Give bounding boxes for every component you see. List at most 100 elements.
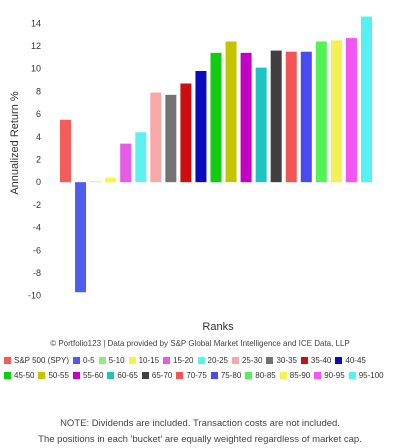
legend-item[interactable]: S&P 500 (SPY)	[4, 354, 69, 366]
bar[interactable]	[330, 40, 342, 183]
legend: S&P 500 (SPY) 0-5 5-10 10-15 15-20 20-25 25-30…	[4, 354, 398, 381]
legend-swatch	[266, 356, 274, 364]
legend-swatch	[38, 371, 46, 379]
legend-label: 55-60	[82, 370, 104, 380]
legend-item[interactable]: 55-60	[72, 369, 104, 381]
legend-item[interactable]: 25-30	[231, 354, 263, 366]
legend-swatch	[279, 371, 287, 379]
legend-label: 95-100	[358, 370, 384, 380]
y-tick-label: 10	[31, 64, 41, 74]
legend-item[interactable]: 5-10	[98, 354, 125, 366]
legend-swatch	[107, 371, 115, 379]
legend-label: 60-65	[117, 370, 138, 380]
legend-label: S&P 500 (SPY)	[14, 355, 69, 365]
legend-item[interactable]: 10-15	[128, 354, 160, 366]
legend-label: 65-70	[151, 370, 173, 380]
legend-item[interactable]: 15-20	[163, 354, 194, 366]
legend-item[interactable]: 20-25	[197, 354, 228, 366]
bar[interactable]	[270, 50, 282, 183]
data-credit: © Portfolio123 | Data provided by S&P Gl…	[50, 339, 350, 348]
bar[interactable]	[75, 182, 87, 293]
legend-swatch	[176, 371, 184, 379]
bar[interactable]	[135, 132, 147, 183]
legend-label: 5-10	[108, 355, 125, 365]
legend-item[interactable]: 80-85	[245, 369, 276, 381]
legend-swatch	[300, 356, 308, 364]
legend-swatch	[210, 371, 218, 379]
legend-label: 20-25	[207, 355, 228, 365]
legend-swatch	[163, 356, 171, 364]
legend-swatch	[314, 371, 322, 379]
y-tick-label: -10	[28, 291, 41, 301]
legend-swatch	[335, 356, 343, 364]
legend-swatch	[245, 371, 253, 379]
bar[interactable]	[285, 51, 297, 183]
legend-swatch	[231, 356, 239, 364]
legend-item[interactable]: 75-80	[210, 369, 242, 381]
legend-label: 75-80	[220, 370, 242, 380]
y-tick-label: 14	[31, 18, 41, 28]
bar[interactable]	[225, 41, 237, 183]
note-line-1: NOTE: Dividends are included. Transactio…	[60, 418, 340, 429]
legend-item[interactable]: 95-100	[348, 369, 384, 381]
bar[interactable]	[210, 52, 222, 183]
bar[interactable]	[165, 94, 177, 183]
bar[interactable]	[255, 67, 267, 183]
bar[interactable]	[150, 92, 162, 183]
bar[interactable]	[120, 143, 132, 183]
legend-label: 90-95	[324, 370, 345, 380]
y-tick-label: -6	[33, 245, 41, 255]
legend-label: 80-85	[255, 370, 276, 380]
bar[interactable]	[315, 41, 327, 183]
bar[interactable]	[195, 71, 207, 183]
legend-item[interactable]: 70-75	[176, 369, 207, 381]
y-tick-label: 0	[36, 177, 41, 187]
legend-label: 0-5	[83, 355, 95, 365]
legend-swatch	[348, 371, 356, 379]
y-tick-label: -2	[33, 200, 41, 210]
legend-item[interactable]: 50-55	[38, 369, 69, 381]
y-tick-label: -8	[33, 268, 41, 278]
x-axis-title: Ranks	[202, 321, 234, 333]
bar[interactable]	[60, 119, 71, 183]
legend-label: 15-20	[173, 355, 194, 365]
y-tick-label: 2	[36, 155, 41, 165]
legend-label: 50-55	[48, 370, 69, 380]
legend-item[interactable]: 40-45	[335, 354, 366, 366]
bar[interactable]	[345, 38, 357, 183]
legend-item[interactable]: 85-90	[279, 369, 310, 381]
legend-item[interactable]: 0-5	[73, 354, 95, 366]
legend-item[interactable]: 45-50	[4, 369, 34, 381]
y-tick-label: 8	[36, 86, 41, 96]
chart: Annualized Return % Ranks © Portfolio123…	[9, 16, 372, 348]
bar[interactable]	[240, 52, 252, 183]
legend-label: 45-50	[14, 370, 35, 380]
bar[interactable]	[90, 181, 102, 183]
y-tick-label: 12	[31, 41, 41, 51]
note-line-2: The positions in each 'bucket' are equal…	[38, 434, 362, 445]
legend-swatch	[197, 356, 205, 364]
legend-item[interactable]: 30-35	[266, 354, 297, 366]
legend-swatch	[73, 356, 80, 364]
legend-swatch	[128, 356, 136, 364]
y-axis-ticks: -10 -8 -6 -4 -2 0 2 4 6 8 10 12 14	[28, 18, 41, 300]
legend-item[interactable]: 35-40	[300, 354, 332, 366]
bar[interactable]	[361, 16, 372, 183]
bar[interactable]	[180, 83, 192, 183]
y-axis-title: Annualized Return %	[9, 91, 21, 195]
legend-swatch	[98, 356, 106, 364]
legend-item[interactable]: 65-70	[141, 369, 173, 381]
legend-label: 25-30	[241, 355, 263, 365]
legend-swatch	[141, 371, 149, 379]
legend-swatch	[4, 371, 11, 379]
legend-item[interactable]: 90-95	[314, 369, 345, 381]
legend-label: 10-15	[138, 355, 160, 365]
bar[interactable]	[300, 51, 312, 183]
y-tick-label: 6	[36, 109, 41, 119]
legend-label: 35-40	[310, 355, 332, 365]
bar[interactable]	[105, 177, 117, 183]
legend-label: 70-75	[186, 370, 207, 380]
note: NOTE: Dividends are included. Transactio…	[0, 416, 400, 448]
legend-swatch	[72, 371, 80, 379]
legend-item[interactable]: 60-65	[107, 369, 138, 381]
